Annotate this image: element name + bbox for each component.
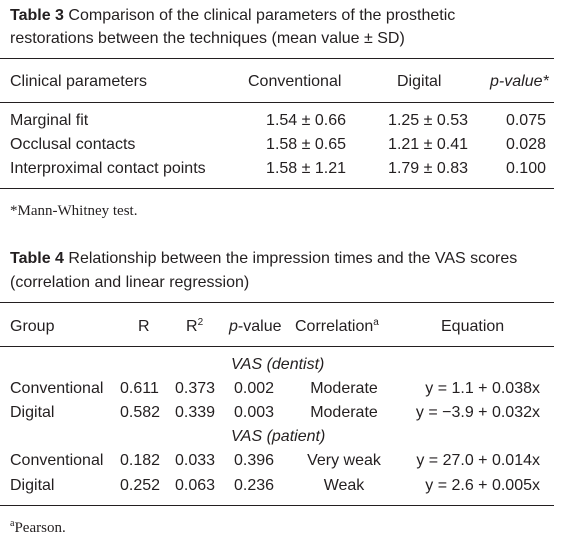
table4-row4-r: 0.252: [120, 477, 161, 494]
table4-row1-corr: Moderate: [310, 380, 378, 397]
table3-row2-conv: 1.58 ± 0.65: [266, 136, 346, 153]
table4-bottom-rule: [0, 505, 554, 506]
table4-row4-group: Digital: [10, 477, 55, 494]
table4-row2-corr: Moderate: [310, 404, 378, 421]
table4-row3-group: Conventional: [10, 452, 104, 469]
table4-section-patient: VAS (patient): [231, 428, 326, 445]
table4-row2-r: 0.582: [120, 404, 161, 421]
table4-header-r: R: [138, 318, 150, 335]
table4-header-r2: R2: [186, 317, 204, 336]
table3-row1-conv: 1.54 ± 0.66: [266, 112, 346, 129]
table4-header-group: Group: [10, 318, 55, 335]
table4-section-dentist: VAS (dentist): [231, 356, 325, 373]
table4-row2-r2: 0.339: [175, 404, 216, 421]
table4-row1-group: Conventional: [10, 380, 104, 397]
table4-row4-r2: 0.063: [175, 477, 216, 494]
table4-label: Table 4: [10, 250, 64, 267]
table3-row3-param: Interproximal contact points: [10, 160, 206, 177]
table4-caption-line1: Table 4 Relationship between the impress…: [10, 248, 517, 270]
table3-row3-conv: 1.58 ± 1.21: [266, 160, 346, 177]
table3-header-param: Clinical parameters: [10, 73, 147, 90]
table4-caption-line2: (correlation and linear regression): [10, 274, 250, 291]
table3-header-conventional: Conventional: [248, 73, 342, 90]
table3-row3-p: 0.100: [505, 160, 546, 177]
table4-header-rule: [0, 346, 554, 347]
table3-caption-line2: restorations between the techniques (mea…: [10, 30, 405, 47]
table4-row1-eq: y = 1.1 + 0.038x: [425, 380, 540, 397]
table4-row4-eq: y = 2.6 + 0.005x: [425, 477, 540, 494]
table4-row2-group: Digital: [10, 404, 55, 421]
table3-row2-dig: 1.21 ± 0.41: [388, 136, 468, 153]
table4-top-rule: [0, 302, 554, 303]
table3-row3-dig: 1.79 ± 0.83: [388, 160, 468, 177]
table3-top-rule: [0, 58, 554, 59]
table4-header-equation: Equation: [441, 318, 505, 335]
table3-row1-p: 0.075: [505, 112, 546, 129]
table4-row2-eq: y = −3.9 + 0.032x: [415, 404, 540, 421]
table4-header-pvalue: p-value: [229, 318, 282, 335]
table3-label: Table 3: [10, 7, 64, 24]
table4-row4-p: 0.236: [234, 477, 275, 494]
table4-header-correlation: Correlationa: [295, 317, 379, 336]
table3-header-digital: Digital: [397, 73, 442, 90]
table4-row2-p: 0.003: [234, 404, 275, 421]
table4-row1-r: 0.611: [120, 380, 159, 397]
table4-footnote: aPearson.: [10, 518, 66, 537]
table4-row3-eq: y = 27.0 + 0.014x: [416, 452, 540, 469]
table4-row3-r2: 0.033: [175, 452, 216, 469]
table4-row4-corr: Weak: [323, 477, 365, 494]
table3-header-rule: [0, 102, 554, 103]
table3-row1-param: Marginal fit: [10, 112, 89, 129]
table3-caption-line1: Table 3 Comparison of the clinical param…: [10, 5, 455, 27]
table4-row3-r: 0.182: [120, 452, 161, 469]
table4-row3-corr: Very weak: [307, 452, 381, 469]
table3-footnote: *Mann-Whitney test.: [10, 203, 138, 219]
table3-row1-dig: 1.25 ± 0.53: [388, 112, 468, 129]
table3-caption-text: Comparison of the clinical parameters of…: [68, 7, 456, 24]
table4-caption-text: Relationship between the impression time…: [68, 250, 518, 267]
table3-bottom-rule: [0, 188, 554, 189]
table4-row3-p: 0.396: [234, 452, 275, 469]
table3-row2-param: Occlusal contacts: [10, 136, 136, 153]
table4-row1-p: 0.002: [234, 380, 275, 397]
table3-header-pvalue: p-value*: [490, 73, 549, 90]
table4-row1-r2: 0.373: [175, 380, 216, 397]
table3-row2-p: 0.028: [505, 136, 546, 153]
